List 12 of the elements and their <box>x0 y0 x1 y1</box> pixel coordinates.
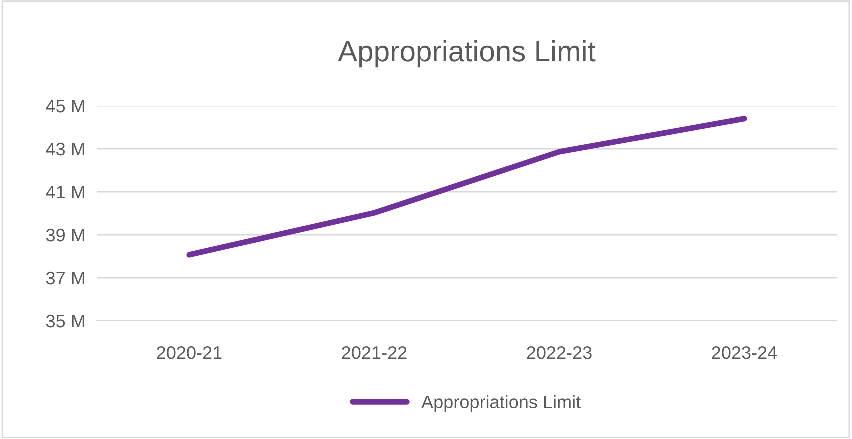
y-tick-label: 35 M <box>46 314 84 328</box>
y-tick-label: 37 M <box>46 272 84 285</box>
y-tick-label: 45 M <box>46 100 84 113</box>
chart-title: Appropriations Limit <box>338 40 596 68</box>
y-tick-label: 43 M <box>46 142 84 156</box>
legend-label: Appropriations Limit <box>422 395 581 412</box>
y-tick-label: 41 M <box>46 186 84 199</box>
y-tick-label: 39 M <box>46 228 84 242</box>
x-tick-label: 2022-23 <box>527 346 592 360</box>
x-tick-label: 2020-21 <box>157 346 222 360</box>
x-tick-label: 2023-24 <box>712 346 778 360</box>
x-tick-label: 2021-22 <box>342 346 407 360</box>
